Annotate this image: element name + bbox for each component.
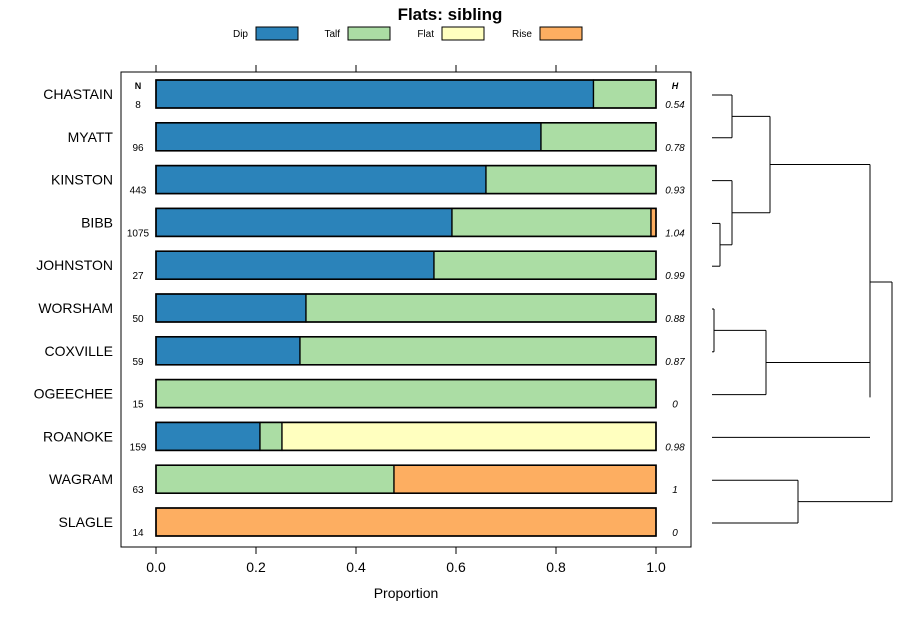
h-value: 1.04 [665, 228, 685, 239]
category-label: SLAGLE [59, 514, 113, 530]
bar-segment-bibb-dip [155, 207, 453, 238]
bar-segment-myatt-talf [540, 122, 657, 152]
category-label: COXVILLE [45, 343, 113, 359]
legend: Dip Talf Flat Rise [233, 26, 583, 41]
bar-segment-roanoke-flat [281, 421, 657, 452]
bar-segment-worsham-talf [305, 293, 657, 323]
category-label: WORSHAM [38, 300, 113, 316]
bar-segment-wagram-rise [393, 464, 657, 494]
bar-segment-bibb-talf [451, 207, 652, 238]
h-value: 0.99 [665, 271, 685, 282]
legend-label-flat: Flat [417, 29, 434, 40]
category-label: JOHNSTON [36, 257, 113, 273]
x-axis-title: Proportion [374, 585, 439, 601]
n-value: 63 [132, 485, 144, 496]
legend-swatch-rise [539, 26, 583, 41]
n-value: 27 [132, 271, 144, 282]
bar-segment-chastain-dip [155, 79, 595, 109]
legend-swatch-talf [347, 26, 391, 41]
bar-segment-roanoke-talf [259, 421, 283, 452]
n-value: 15 [132, 400, 144, 411]
category-label: WAGRAM [49, 471, 113, 487]
h-value: 0.98 [665, 442, 685, 453]
n-value: 159 [130, 442, 147, 453]
legend-swatch-flat [441, 26, 485, 41]
bar-outline-bibb [155, 207, 657, 238]
legend-label-talf: Talf [324, 29, 340, 40]
x-tick-label: 0.0 [146, 559, 166, 575]
bar-segment-worsham-dip [155, 293, 307, 323]
bar-segment-kinston-talf [485, 164, 657, 195]
bar-outline-roanoke [155, 421, 657, 452]
h-value: 0 [672, 400, 678, 411]
legend-label-dip: Dip [233, 29, 248, 40]
legend-swatch-dip [255, 26, 299, 41]
bars-group: CHASTAIN 8 0.54 MYATT 96 0.78 KINSTON 443 0.93 BI… [34, 79, 685, 539]
n-value: 96 [132, 143, 144, 154]
bar-segment-coxville-talf [299, 336, 657, 366]
chart-title: Flats: sibling [398, 5, 503, 24]
h-value: 0.87 [665, 357, 685, 368]
bar-segment-myatt-dip [155, 122, 542, 152]
h-value: 0.93 [665, 186, 685, 197]
h-value: 0.78 [665, 143, 685, 154]
n-value: 14 [132, 528, 144, 539]
bar-segment-kinston-dip [155, 164, 487, 195]
bar-outline-johnston [155, 250, 657, 280]
bar-outline-myatt [155, 122, 657, 152]
h-value: 0 [672, 528, 678, 539]
x-tick-label: 0.2 [246, 559, 266, 575]
h-value: 1 [672, 485, 678, 496]
n-value: 8 [135, 100, 141, 111]
bar-outline-ogeechee [155, 378, 657, 409]
bar-segment-wagram-talf [155, 464, 395, 494]
x-tick-label: 0.6 [446, 559, 466, 575]
x-axis: 0.0 0.2 0.4 0.6 0.8 1.0 [146, 65, 666, 575]
bar-outline-coxville [155, 335, 657, 366]
category-label: OGEECHEE [34, 386, 113, 402]
h-column-header: H [672, 81, 679, 91]
x-tick-label: 0.8 [546, 559, 566, 575]
category-label: KINSTON [51, 172, 113, 188]
x-tick-label: 0.4 [346, 559, 366, 575]
bar-segment-slagle-rise [155, 507, 657, 537]
bar-segment-roanoke-dip [155, 421, 261, 452]
bar-outline-chastain [155, 79, 657, 109]
dendrogram [712, 94, 893, 524]
bar-segment-chastain-talf [592, 79, 657, 109]
plot-panel [120, 71, 692, 548]
h-value: 0.88 [665, 314, 685, 325]
bar-segment-coxville-dip [155, 336, 301, 366]
n-column-header: N [135, 81, 142, 91]
n-value: 443 [130, 186, 147, 197]
n-value: 50 [132, 314, 144, 325]
bar-outline-slagle [155, 507, 657, 537]
bar-segment-johnston-dip [155, 250, 435, 280]
bar-segment-johnston-talf [433, 250, 657, 280]
n-value: 1075 [127, 228, 150, 239]
bar-outline-wagram [155, 464, 657, 495]
x-tick-label: 1.0 [646, 559, 666, 575]
h-value: 0.54 [665, 100, 685, 111]
category-label: MYATT [68, 129, 114, 145]
legend-label-rise: Rise [512, 29, 532, 40]
category-label: BIBB [81, 214, 113, 230]
category-label: CHASTAIN [43, 86, 113, 102]
category-label: ROANOKE [43, 428, 113, 444]
bar-segment-ogeechee-talf [155, 378, 657, 409]
n-value: 59 [132, 357, 144, 368]
bar-outline-kinston [155, 164, 657, 195]
bar-outline-worsham [155, 293, 657, 323]
